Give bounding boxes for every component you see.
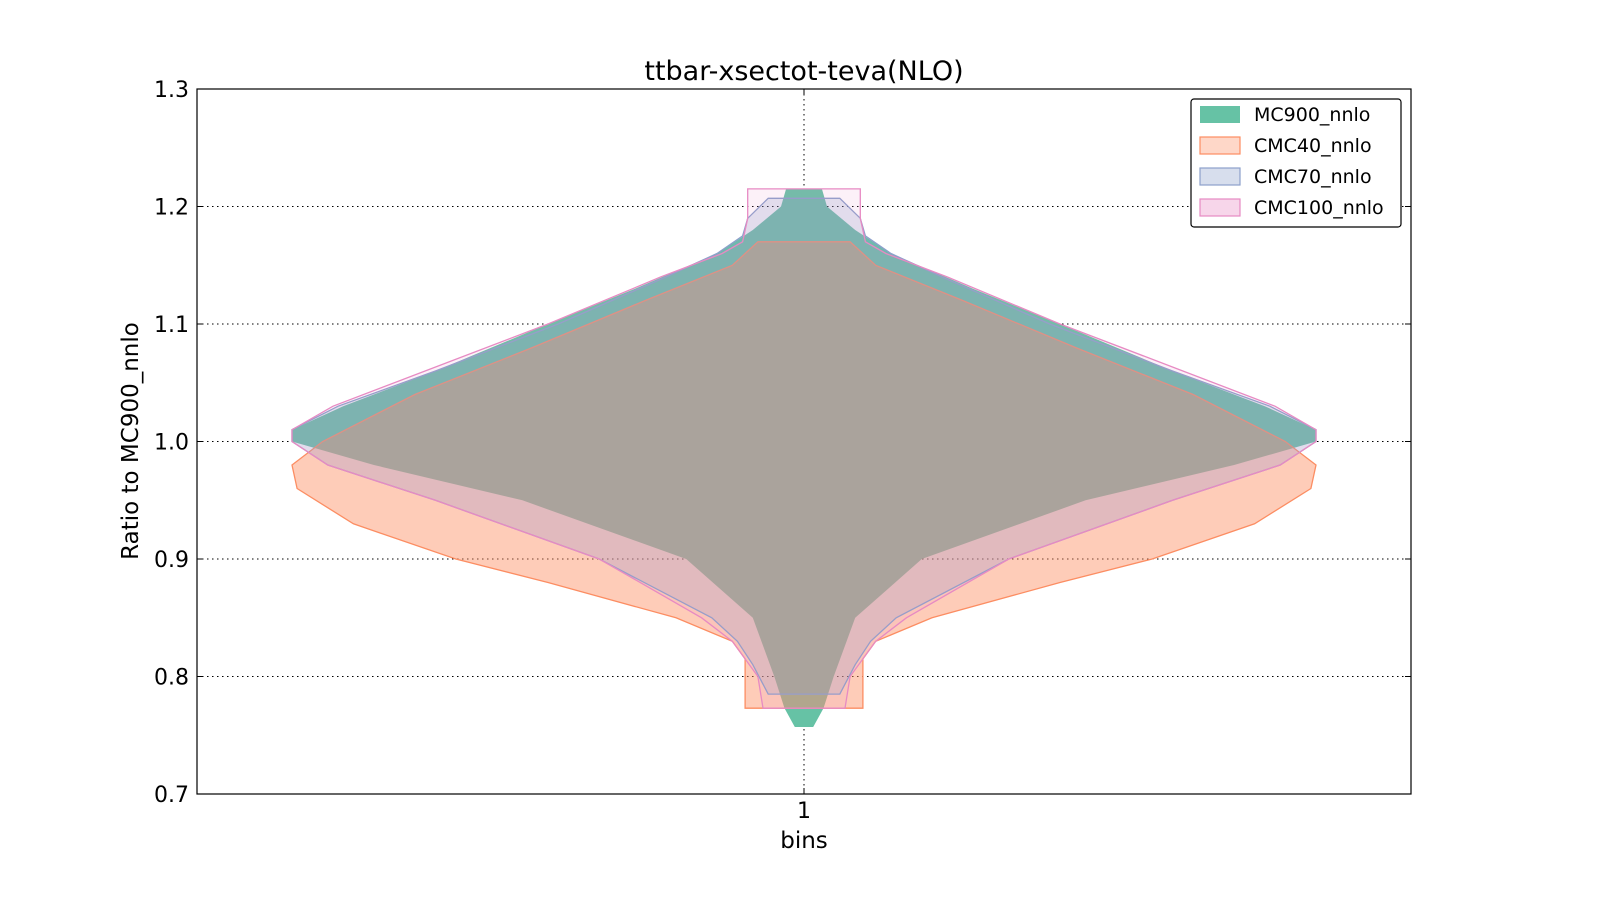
legend-label: CMC70_nnlo	[1254, 166, 1372, 188]
chart-title: ttbar-xsectot-teva(NLO)	[644, 56, 963, 87]
legend-swatch	[1200, 106, 1240, 123]
violins	[291, 188, 1317, 727]
y-tick-label: 1.2	[154, 196, 189, 221]
violin-cmc40-nnlo	[291, 241, 1317, 709]
y-tick-label: 1.3	[154, 78, 189, 103]
y-axis-title: Ratio to MC900_nnlo	[118, 322, 144, 560]
violin-mc900-nnlo	[292, 188, 1316, 727]
violin-cmc100-nnlo	[291, 188, 1317, 709]
legend-frame	[1190, 98, 1402, 228]
legend-swatch	[1199, 167, 1241, 186]
x-axis-title: bins	[780, 828, 828, 854]
legend-label: CMC40_nnlo	[1254, 135, 1372, 157]
y-tick-label: 1.0	[154, 431, 189, 456]
legend-label: CMC100_nnlo	[1254, 197, 1384, 219]
y-tick-label: 1.1	[154, 313, 189, 338]
y-tick-label: 0.7	[154, 783, 189, 808]
legend: MC900_nnlo CMC40_nnlo CMC70_nnlo CMC100_nnl…	[1190, 98, 1402, 228]
legend-swatch	[1199, 136, 1241, 155]
x-tick-label: 1	[797, 799, 811, 824]
legend-swatch	[1199, 198, 1241, 217]
legend-label: MC900_nnlo	[1254, 104, 1370, 126]
y-tick-label: 0.9	[154, 548, 189, 573]
axis-ticks: 0.7 0.8 0.9 1.0 1.1 1.2 1.3 1	[154, 78, 1411, 824]
y-tick-label: 0.8	[154, 666, 189, 691]
